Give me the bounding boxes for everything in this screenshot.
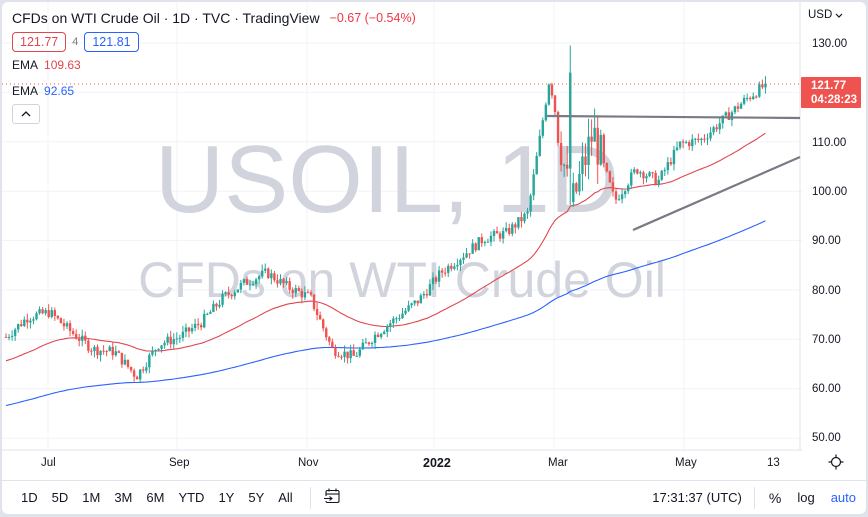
ema-fast-label: EMA <box>12 58 39 72</box>
toolbar-divider <box>753 486 755 509</box>
symbol-title[interactable]: CFDs on WTI Crude Oil · 1D · TVC · Tradi… <box>12 10 320 26</box>
ema-slow-label: EMA <box>12 84 39 98</box>
candlesticks <box>4 45 767 382</box>
buy-sell-panel: 121.77 4 121.81 <box>12 32 416 52</box>
log-scale-toggle[interactable]: log <box>797 490 815 505</box>
ema-fast-legend[interactable]: EMA 109.63 <box>12 58 416 72</box>
range-5y-button[interactable]: 5Y <box>248 490 265 505</box>
price-tick: 110.00 <box>812 137 847 149</box>
chart-settings-button[interactable] <box>828 454 844 475</box>
ema-slow-value: 92.65 <box>44 84 75 98</box>
price-change: −0.67 (−0.54%) <box>329 11 416 25</box>
time-tick: Mar <box>548 457 568 469</box>
symbol-title-row[interactable]: CFDs on WTI Crude Oil · 1D · TVC · Tradi… <box>12 10 416 26</box>
chevron-up-icon <box>21 111 31 117</box>
price-tick: 50.00 <box>812 432 841 444</box>
price-tick: 70.00 <box>812 334 841 346</box>
range-1m-button[interactable]: 1M <box>82 490 101 505</box>
time-tick-year: 2022 <box>423 456 451 470</box>
utc-clock[interactable]: 17:31:37 (UTC) <box>652 490 742 505</box>
sell-button[interactable]: 121.77 <box>12 32 67 52</box>
time-tick: May <box>675 457 697 469</box>
currency-label: USD <box>808 9 833 21</box>
watermark-symbol: USOIL, 1D <box>155 126 619 233</box>
last-price-value: 121.77 <box>811 80 847 92</box>
ema-slow-legend[interactable]: EMA 92.65 <box>12 84 416 98</box>
bar-countdown: 04:28:23 <box>811 94 858 106</box>
price-tick: 60.00 <box>812 383 841 395</box>
ema-lines <box>5 132 766 407</box>
chevron-down-icon <box>836 13 843 18</box>
gear-icon <box>828 454 844 470</box>
chart-legend: CFDs on WTI Crude Oil · 1D · TVC · Tradi… <box>12 10 416 124</box>
price-chart[interactable]: USOIL, 1D CFDs on WTI Crude Oil <box>2 2 802 480</box>
range-1d-button[interactable]: 1D <box>21 490 38 505</box>
last-price-badge: 121.77 04:28:23 <box>801 77 861 108</box>
percent-scale-toggle[interactable]: % <box>768 489 782 506</box>
spread-value: 4 <box>72 36 79 48</box>
gridlines <box>2 2 802 451</box>
range-6m-button[interactable]: 6M <box>146 490 165 505</box>
auto-scale-toggle[interactable]: auto <box>830 490 856 505</box>
toolbar-divider <box>309 486 311 509</box>
range-3m-button[interactable]: 3M <box>114 490 133 505</box>
range-ytd-button[interactable]: YTD <box>178 490 205 505</box>
bottom-toolbar: 1D 5D 1M 3M 6M YTD 1Y 5Y All 17:31:37 (U… <box>2 480 866 514</box>
price-tick: 130.00 <box>812 38 848 50</box>
resistance-line[interactable] <box>546 114 801 120</box>
currency-selector[interactable]: USD <box>808 9 843 21</box>
range-5d-button[interactable]: 5D <box>51 490 69 505</box>
watermark-description: CFDs on WTI Crude Oil <box>138 252 666 308</box>
range-all-button[interactable]: All <box>278 490 293 505</box>
price-tick: 90.00 <box>812 235 841 247</box>
support-trendline[interactable] <box>632 155 801 232</box>
collapse-legend-button[interactable] <box>12 104 40 124</box>
time-tick: Sep <box>169 457 190 469</box>
calendar-goto-icon <box>322 488 340 504</box>
time-tick: 13 <box>767 457 780 469</box>
trendline-drawings[interactable] <box>546 114 801 232</box>
price-tick: 80.00 <box>812 285 841 297</box>
buy-button[interactable]: 121.81 <box>84 32 139 52</box>
ema-fast-value: 109.63 <box>44 58 81 72</box>
time-tick: Nov <box>298 457 319 469</box>
range-1y-button[interactable]: 1Y <box>218 490 235 505</box>
goto-date-button[interactable] <box>322 488 341 507</box>
price-tick: 100.00 <box>812 186 848 198</box>
time-tick: Jul <box>41 457 56 469</box>
